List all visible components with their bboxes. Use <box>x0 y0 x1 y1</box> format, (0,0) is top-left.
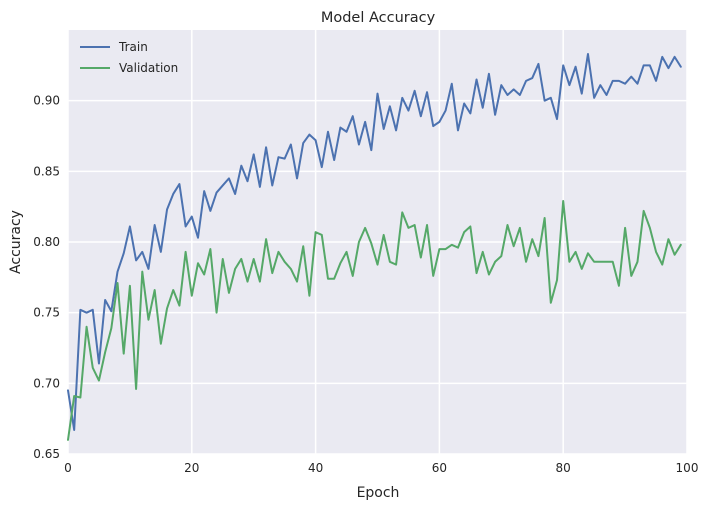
y-tick-label: 0.65 <box>33 447 60 461</box>
y-tick-label: 0.80 <box>33 235 60 249</box>
y-tick-label: 0.90 <box>33 94 60 108</box>
legend-label-validation: Validation <box>119 61 178 75</box>
y-tick-label: 0.85 <box>33 164 60 178</box>
series-layer <box>67 53 682 441</box>
series-line-train <box>67 53 682 431</box>
x-tick-label: 0 <box>64 461 72 475</box>
x-axis-label: Epoch <box>357 485 400 501</box>
chart-title: Model Accuracy <box>321 10 436 26</box>
y-axis-ticks: 0.65 0.70 0.75 0.80 0.85 0.90 <box>33 94 60 461</box>
y-axis-label: Accuracy <box>8 210 24 274</box>
legend-label-train: Train <box>118 40 148 54</box>
x-tick-label: 20 <box>184 461 199 475</box>
x-tick-label: 100 <box>676 461 699 475</box>
y-tick-label: 0.75 <box>33 306 60 320</box>
x-tick-label: 60 <box>432 461 447 475</box>
x-tick-label: 40 <box>308 461 323 475</box>
y-tick-label: 0.70 <box>33 376 60 390</box>
series-line-validation <box>67 200 682 441</box>
legend: Train Validation <box>80 40 178 75</box>
x-axis-ticks: 0 20 40 60 80 100 <box>64 461 698 475</box>
x-tick-label: 80 <box>556 461 571 475</box>
